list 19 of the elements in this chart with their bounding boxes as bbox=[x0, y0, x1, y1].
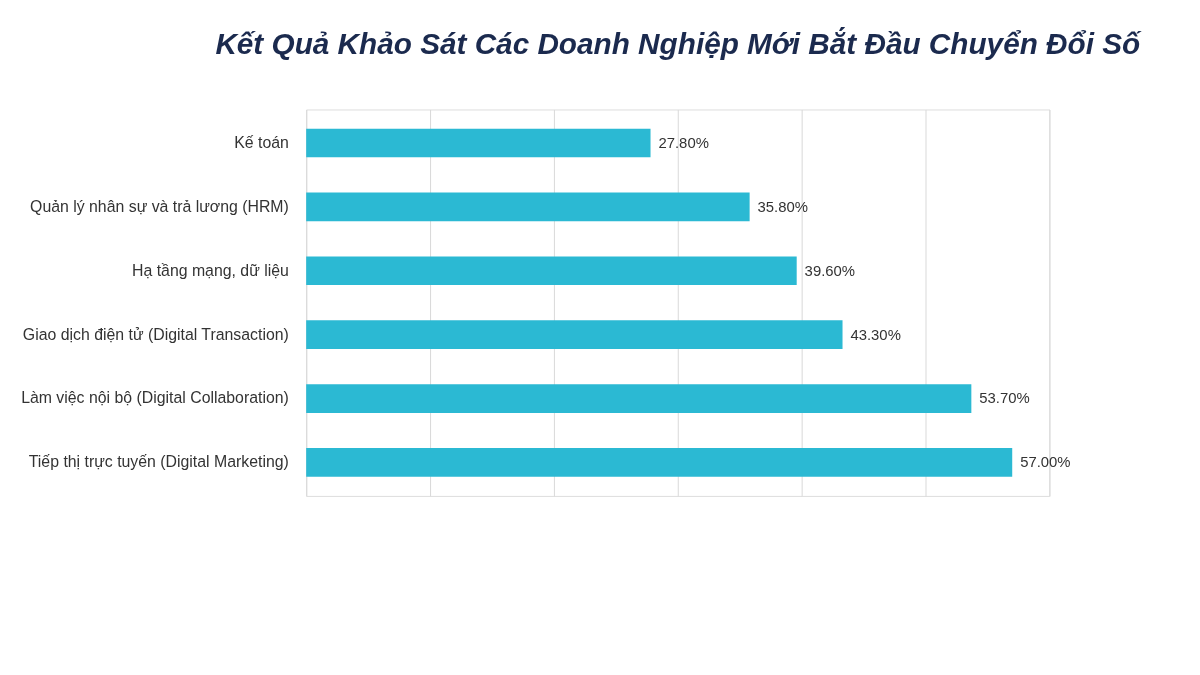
data-label: 27.80% bbox=[658, 134, 709, 151]
data-label: 53.70% bbox=[979, 390, 1030, 407]
bar bbox=[306, 128, 651, 158]
bar bbox=[306, 192, 750, 222]
data-label: 43.30% bbox=[850, 326, 901, 343]
bar bbox=[306, 256, 797, 286]
chart-title: Kết Quả Khảo Sát Các Doanh Nghiệp Mới Bắt Đầu Chuyển Đổi Số bbox=[215, 26, 1143, 60]
bar bbox=[306, 320, 843, 349]
bar bbox=[306, 384, 972, 413]
y-tick-label: Giao dịch điện tử (Digital Transaction) bbox=[22, 325, 289, 343]
data-label: 57.00% bbox=[1020, 454, 1071, 471]
data-label: 35.80% bbox=[757, 198, 808, 215]
bar bbox=[306, 448, 1013, 477]
y-tick-label: Quản lý nhân sự và trả lương (HRM) bbox=[30, 197, 289, 215]
y-tick-label: Hạ tầng mạng, dữ liệu bbox=[132, 261, 289, 279]
y-tick-label: Kế toán bbox=[234, 133, 289, 151]
y-tick-label: Tiếp thị trực tuyến (Digital Marketing) bbox=[28, 453, 289, 471]
y-tick-label: Làm việc nội bộ (Digital Collaboration) bbox=[21, 389, 289, 407]
data-label: 39.60% bbox=[804, 262, 856, 279]
